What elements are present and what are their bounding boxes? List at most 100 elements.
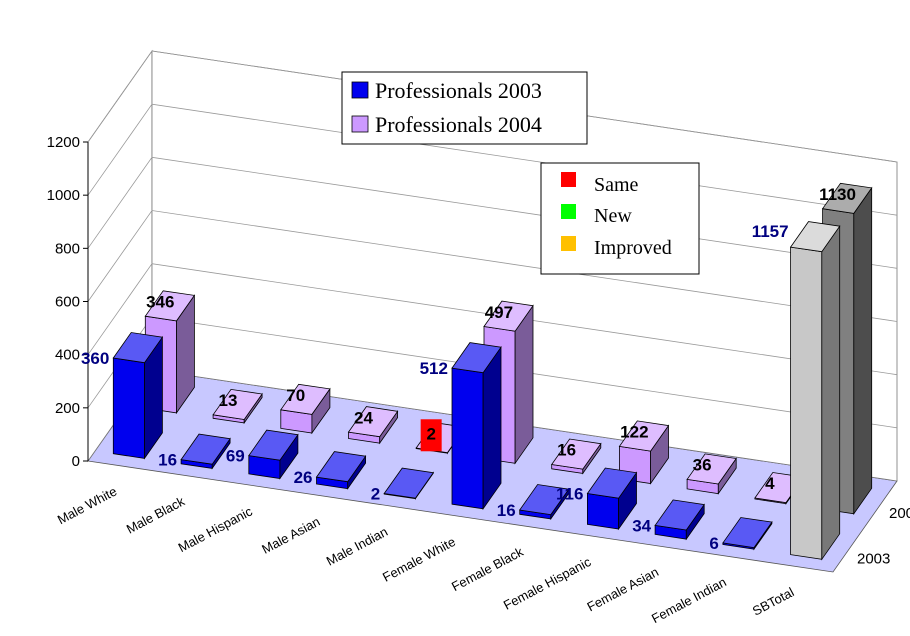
series-legend: Professionals 2003 Professionals 2004 [341,71,588,145]
legend-swatch-new [561,204,576,219]
bar-top [551,438,602,470]
label-2003-0: 360 [81,349,109,368]
bar-side [821,224,841,561]
value-label: 26 [294,468,313,487]
value-label: 36 [693,456,712,475]
label-2003-1: 16 [158,451,177,470]
value-label: 360 [81,349,109,368]
status-legend: Same New Improved [540,162,700,275]
y-tick-label: 0 [72,453,80,470]
bar-2003-2 [248,429,299,480]
bar-top [383,467,434,499]
label-2004-6: 16 [557,441,576,460]
value-highlight [420,419,442,452]
label-2004-0: 346 [146,292,174,311]
x-tick-label: Female White [380,534,458,585]
legend-swatch-same [561,172,576,187]
x-tick-label: Male Black [124,493,188,536]
y-tick-label: 1000 [47,187,80,204]
label-2003-2: 69 [226,447,245,466]
bar-front [112,357,145,459]
bar-side [853,186,873,516]
bar-top [654,499,705,531]
bar-top [280,383,331,415]
legend-swatch-2003 [351,81,369,99]
value-label: 69 [226,447,245,466]
value-label: 1157 [752,222,789,241]
bar-2004-1 [212,388,263,425]
bar-front [790,246,823,560]
bar-top [212,388,263,420]
y-axis: 0 200 400 600 800 1000 1200 [47,134,89,470]
bar-2003-8 [654,499,705,541]
legend-label-2003: Professionals 2003 [375,78,542,103]
label-2004-10: 1130 [819,185,856,204]
label-2003-10: 1157 [752,222,789,241]
bar-2003-5 [451,342,502,511]
bar-top [722,517,773,549]
gridline [87,210,898,322]
bar-top [586,467,638,499]
value-label: 70 [286,386,305,405]
bar-2003-0 [112,332,164,460]
x-tick-label: Male Asian [259,514,322,557]
x-tick-label: Female Black [449,544,526,594]
bar-top [347,406,399,438]
label-2004-8: 36 [693,456,712,475]
bar-2003-10 [789,221,841,561]
label-2003-3: 26 [294,468,313,487]
value-label: 497 [485,303,513,322]
value-label: 34 [632,516,651,535]
x-tick-label: SBTotal [750,584,797,618]
depth-label-2003: 2003 [857,550,890,567]
bar-2003-1 [180,433,231,470]
x-tick-label: Male Indian [324,524,390,569]
legend-label-same: Same [594,174,639,196]
label-2003-6: 16 [497,501,516,520]
gridline [87,263,898,376]
bar-top [483,300,534,332]
depth-label-2004: 2004 [889,505,910,522]
bar-top [451,342,502,374]
bar-2004-2 [280,383,331,435]
value-label: 6 [709,534,718,553]
label-2003-9: 6 [709,534,718,553]
bar-top [144,290,196,322]
bar-2004-6 [551,438,602,475]
bar-top [519,484,570,516]
bar-front [451,367,484,510]
bar-top [248,429,299,461]
y-tick-label: 1200 [47,134,80,151]
value-label: 16 [158,451,177,470]
bar-2004-3 [347,406,399,445]
bar-side [482,345,502,511]
legend-swatch-2004 [351,115,369,133]
label-2003-7: 116 [556,485,583,504]
bar-2004-7 [618,420,670,485]
legend-swatch-improved [561,236,576,251]
label-2003-4: 2 [371,485,380,504]
bar-top [821,182,873,214]
bar-2003-6 [519,484,570,521]
value-label: 2 [371,485,380,504]
value-label: 4 [765,474,775,493]
label-2004-3: 24 [354,408,373,427]
bar-side [514,304,534,465]
value-label: 122 [620,423,648,442]
y-tick-label: 200 [55,400,80,417]
value-label: 16 [497,501,516,520]
value-label: 2 [426,424,435,443]
bar-top [180,433,231,465]
gridline [87,50,898,163]
bar-top [315,451,367,483]
x-tick-label: Female Indian [649,574,729,626]
value-label: 24 [354,408,373,427]
legend-label-improved: Improved [594,237,672,259]
value-label: 1130 [819,185,856,204]
bar-2003-9 [722,517,773,551]
bar-2004-8 [686,453,737,495]
label-2004-2: 70 [286,386,305,405]
label-2003-5: 512 [420,359,448,378]
